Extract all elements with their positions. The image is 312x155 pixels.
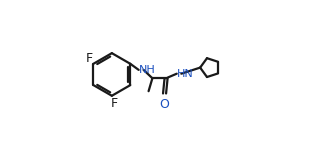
Text: F: F	[85, 52, 92, 65]
Text: F: F	[110, 97, 118, 110]
Text: O: O	[160, 98, 169, 111]
Text: HN: HN	[177, 69, 194, 79]
Text: NH: NH	[139, 65, 156, 75]
